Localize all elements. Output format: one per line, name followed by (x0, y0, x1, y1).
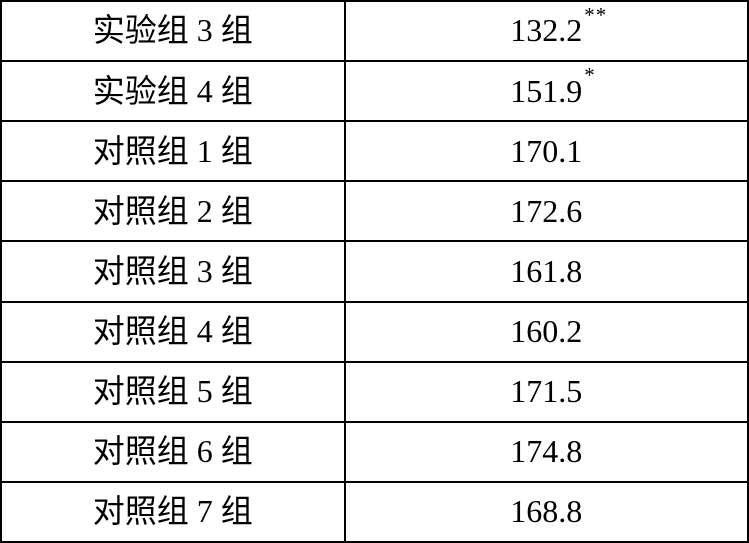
value-text: 160.2 (510, 313, 582, 349)
value-text: 172.6 (510, 193, 582, 229)
value-text: 161.8 (510, 253, 582, 289)
group-cell: 对照组 1 组 (1, 121, 345, 181)
table-row: 对照组 3 组 161.8 (1, 241, 748, 301)
table-row: 对照组 6 组 174.8 (1, 422, 748, 482)
value-text: 171.5 (510, 373, 582, 409)
value-cell: 151.9 * (345, 61, 748, 121)
value-cell: 172.6 (345, 181, 748, 241)
group-cell: 对照组 4 组 (1, 302, 345, 362)
value-cell: 161.8 (345, 241, 748, 301)
value-text: 151.9 (510, 73, 582, 109)
group-cell: 对照组 7 组 (1, 482, 345, 542)
value-text: 168.8 (510, 493, 582, 529)
table-row: 对照组 7 组 168.8 (1, 482, 748, 542)
table-row: 实验组 3 组 132.2 ** (1, 1, 748, 61)
group-cell: 实验组 3 组 (1, 1, 345, 61)
table-row: 实验组 4 组 151.9 * (1, 61, 748, 121)
table-row: 对照组 5 组 171.5 (1, 362, 748, 422)
value-cell: 170.1 (345, 121, 748, 181)
value-cell: 160.2 (345, 302, 748, 362)
value-cell: 168.8 (345, 482, 748, 542)
significance-stars: ** (584, 6, 607, 27)
value-text: 170.1 (510, 133, 582, 169)
table-row: 对照组 1 组 170.1 (1, 121, 748, 181)
group-cell: 对照组 5 组 (1, 362, 345, 422)
value-text: 132.2 (510, 12, 582, 48)
significance-stars: * (584, 66, 595, 87)
table-row: 对照组 4 组 160.2 (1, 302, 748, 362)
value-cell: 174.8 (345, 422, 748, 482)
value-cell: 171.5 (345, 362, 748, 422)
group-cell: 对照组 6 组 (1, 422, 345, 482)
group-cell: 对照组 2 组 (1, 181, 345, 241)
group-cell: 实验组 4 组 (1, 61, 345, 121)
value-text: 174.8 (510, 433, 582, 469)
table-row: 对照组 2 组 172.6 (1, 181, 748, 241)
value-cell: 132.2 ** (345, 1, 748, 61)
results-table: 实验组 3 组 132.2 ** 实验组 4 组 151.9 * 对照组 1 组 (0, 0, 749, 543)
group-cell: 对照组 3 组 (1, 241, 345, 301)
